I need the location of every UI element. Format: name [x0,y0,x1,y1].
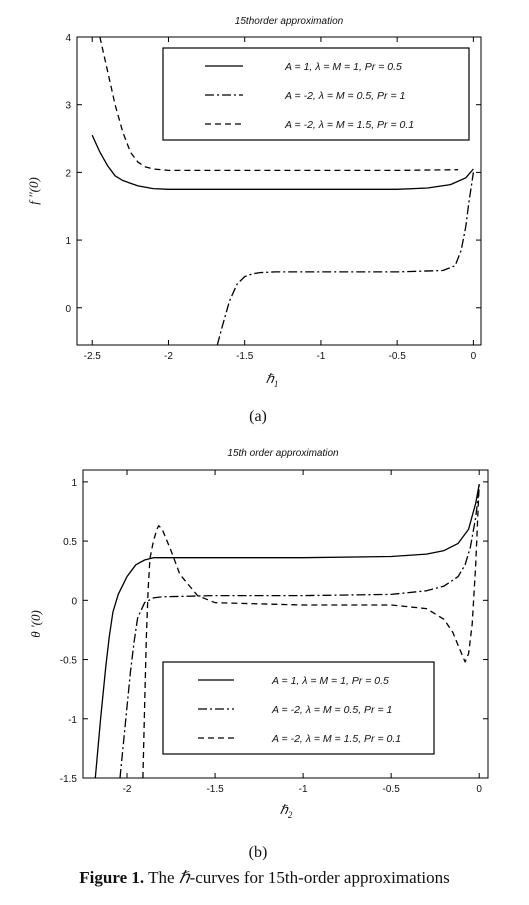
y-tick-label-b-3: 0 [71,596,77,607]
y-tick-label-b-1: -1 [68,715,77,726]
chart-panel-a: 15thorder approximation -2.5 -2 -1.5 -1 -0.5… [26,16,482,425]
legend-entry-a-1: A = -2, λ = M = 0.5, Pr = 1 [284,90,405,102]
y-tick-label-b-4: 0.5 [63,537,77,548]
legend-entry-b-1: A = -2, λ = M = 0.5, Pr = 1 [271,704,392,716]
legend-box-b [162,661,435,755]
series-line-a-1 [216,172,475,345]
series-line-b-2 [142,484,480,778]
x-tick-label-b-1: -1.5 [206,784,224,795]
x-axis-label-b-sub: 2 [288,810,293,820]
y-axis-label-a: f ''(0) [26,177,41,205]
series-lines-a [91,37,475,345]
y-tick-label-b-2: -0.5 [60,656,78,667]
x-tick-label-b-2: -1 [299,784,308,795]
axis-ticks-a: -2.5 -2 -1.5 -1 -0.5 0 0 1 2 3 4 [65,33,481,362]
legend-entry-a-2: A = -2, λ = M = 1.5, Pr = 0.1 [284,119,414,131]
chart-title-a: 15thorder approximation [235,16,344,27]
caption-label: Figure 1. [79,868,145,887]
y-tick-label-a-1: 1 [65,236,71,247]
series-lines-b [94,484,480,778]
legend-entry-b-2: A = -2, λ = M = 1.5, Pr = 0.1 [271,733,401,745]
series-line-a-0 [91,134,474,190]
caption-text: -curves for 15th-order approximations [189,868,450,887]
series-line-a-2 [99,37,459,172]
x-axis-label-a-sub: 1 [274,379,279,389]
y-tick-label-a-3: 3 [65,101,71,112]
series-line-b-0 [94,484,480,778]
plot-frame-b [82,469,489,779]
x-axis-label-a: ℏ1 [266,371,279,389]
legend-entry-a-0: A = 1, λ = M = 1, Pr = 0.5 [284,61,402,73]
plot-frame-a [76,36,482,346]
caption-the: The [148,868,175,887]
y-tick-label-a-4: 4 [65,33,71,44]
y-tick-label-b-5: 1 [71,478,77,489]
x-axis-label-a-main: ℏ [266,371,276,386]
panel-label-a: (a) [249,408,267,425]
chart-title-b: 15th order approximation [227,448,339,459]
x-tick-label-b-0: -2 [123,784,132,795]
axis-ticks-b: -2 -1.5 -1 -0.5 0 -1.5 -1 -0.5 0 0.5 1 [60,470,488,795]
y-tick-label-a-0: 0 [65,304,71,315]
figure-canvas: 15thorder approximation -2.5 -2 -1.5 -1 -0.5… [26,16,489,861]
panel-label-b: (b) [249,844,268,861]
y-tick-label-b-0: -1.5 [60,774,78,785]
figure-caption: Figure 1. The ℏ-curves for 15th-order ap… [0,868,529,888]
legend-box-a [162,47,470,141]
y-tick-label-a-2: 2 [65,168,71,179]
caption-hbar: ℏ [178,868,190,887]
legend-entry-b-0: A = 1, λ = M = 1, Pr = 0.5 [271,675,389,687]
legend-a: A = 1, λ = M = 1, Pr = 0.5 A = -2, λ = M… [162,47,470,141]
y-axis-label-b: θ '(0) [28,610,43,638]
x-tick-label-a-3: -1 [316,351,325,362]
x-tick-label-a-4: -0.5 [389,351,407,362]
x-tick-label-a-1: -2 [164,351,173,362]
x-tick-label-b-4: 0 [476,784,482,795]
x-axis-label-b-main: ℏ [280,802,290,817]
x-tick-label-a-2: -1.5 [236,351,254,362]
x-tick-label-b-3: -0.5 [383,784,401,795]
legend-b: A = 1, λ = M = 1, Pr = 0.5 A = -2, λ = M… [162,661,435,755]
x-axis-label-b: ℏ2 [280,802,293,820]
chart-panel-b: 15th order approximation -2 -1.5 -1 -0.5 0 -1… [28,448,489,861]
series-line-b-1 [119,487,480,778]
x-tick-label-a-0: -2.5 [84,351,102,362]
x-tick-label-a-5: 0 [471,351,477,362]
